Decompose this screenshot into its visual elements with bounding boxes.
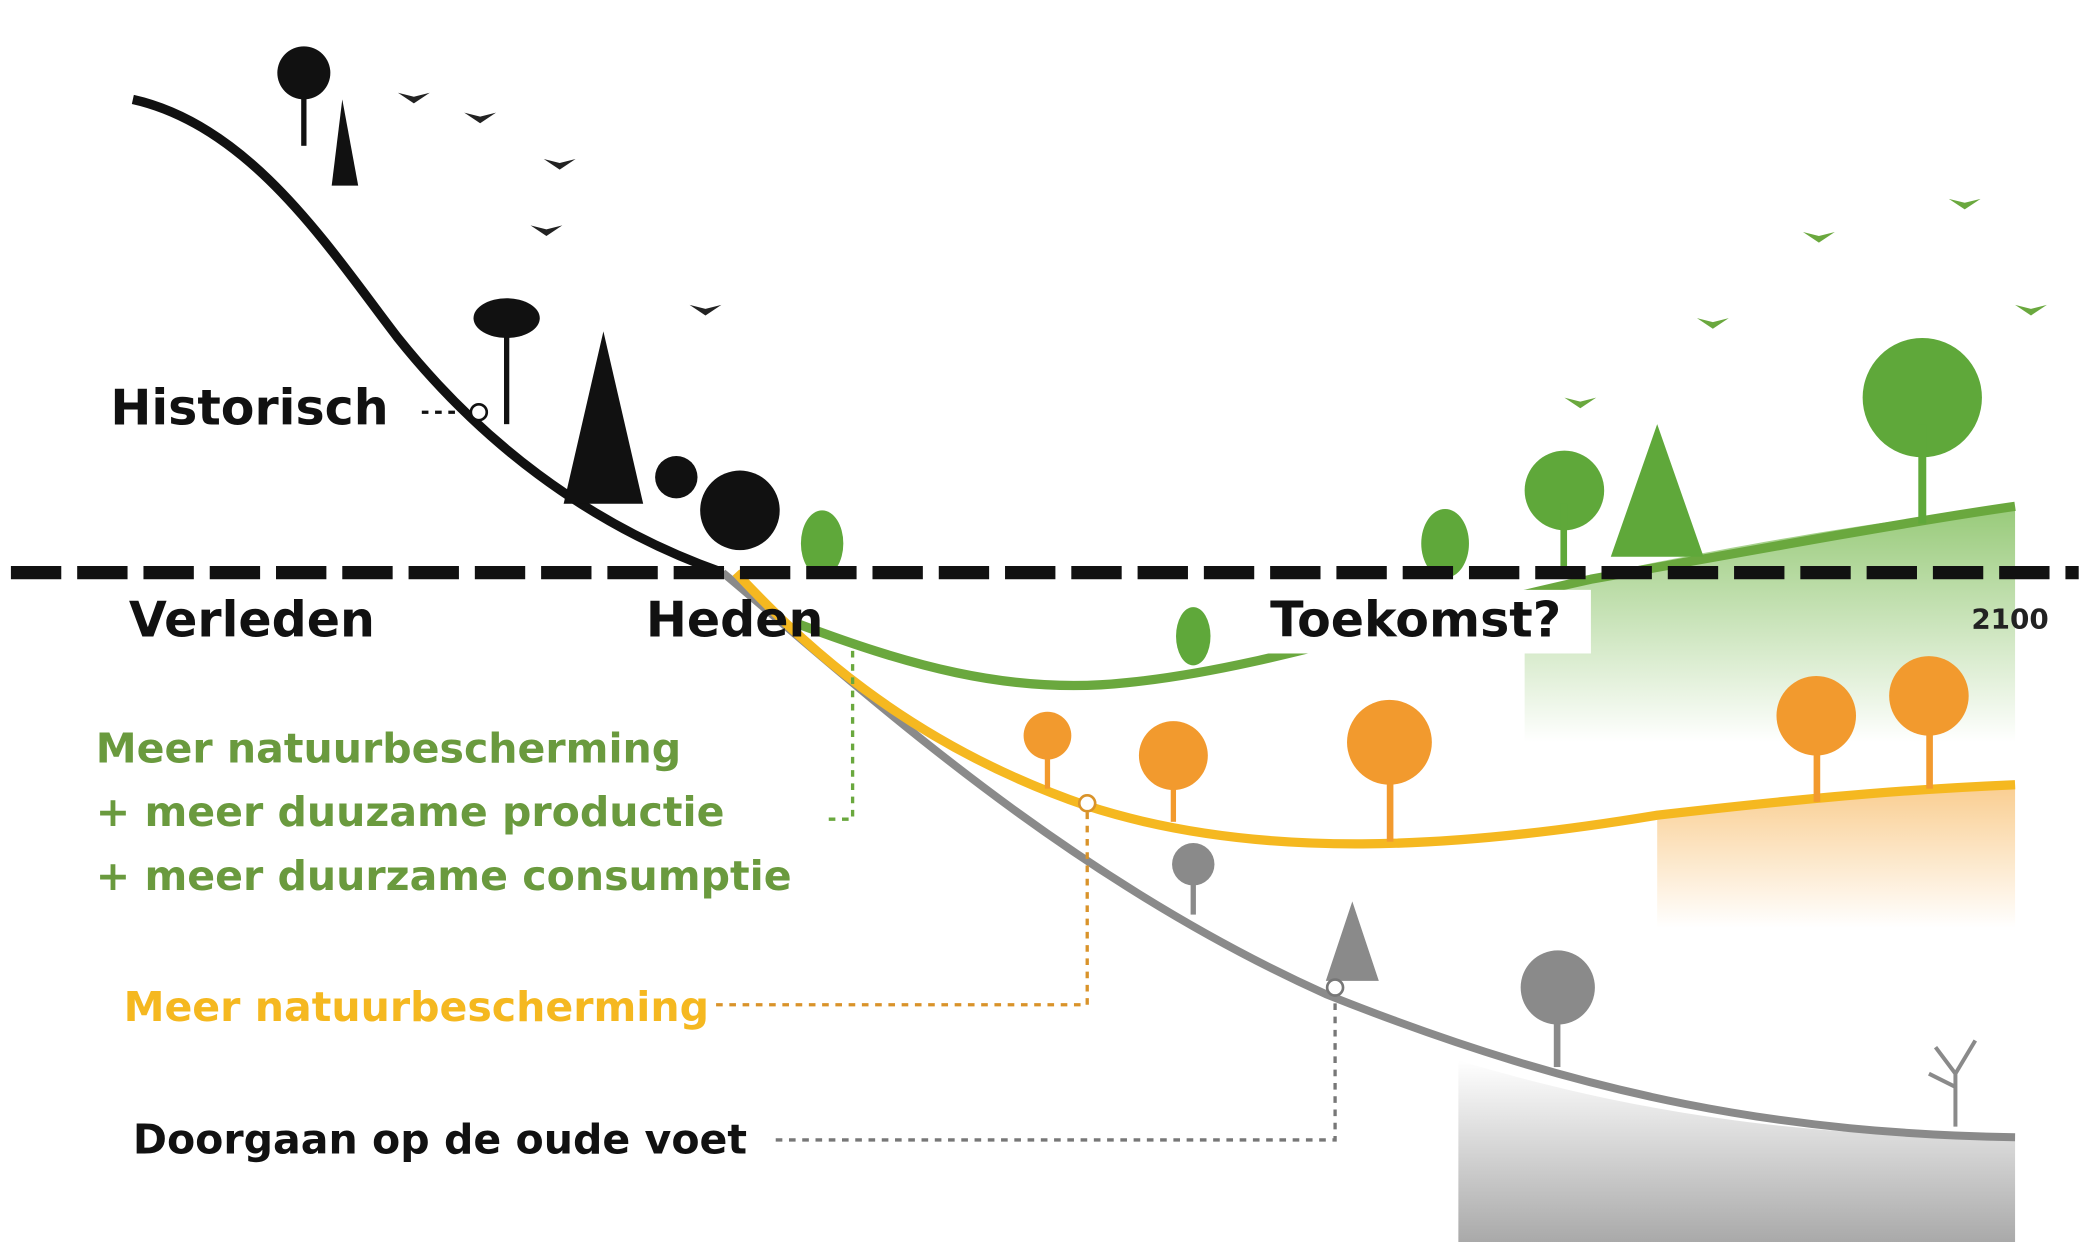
gray-leader <box>776 988 1335 1140</box>
historic-birds <box>398 93 721 316</box>
scenario-text: Doorgaan op de oude voet <box>133 1116 747 1164</box>
scenario-text: Meer natuurbescherming <box>124 983 709 1031</box>
present-label: Heden <box>646 590 824 648</box>
scenario-text: + meer duurzame consumptie <box>96 852 792 900</box>
year-label: 2100 <box>1971 602 2048 635</box>
gray-area <box>1458 1060 2015 1242</box>
scenario-text: Meer natuurbescherming <box>96 725 681 773</box>
yellow-leader <box>716 803 1087 1004</box>
diagram: Historisch Verleden Heden Toekomst? 2100… <box>0 0 2079 1242</box>
historic-trees <box>277 46 779 550</box>
page: {"labels": {"historical": "Historisch", … <box>0 0 2079 1242</box>
historical-marker <box>471 404 487 420</box>
past-label: Verleden <box>129 590 375 648</box>
future-label: Toekomst? <box>1270 590 1561 648</box>
yellow-marker <box>1079 795 1095 811</box>
gray-marker <box>1327 980 1343 996</box>
scenario-text: + meer duuzame productie <box>96 788 725 836</box>
historical-label: Historisch <box>110 378 388 436</box>
